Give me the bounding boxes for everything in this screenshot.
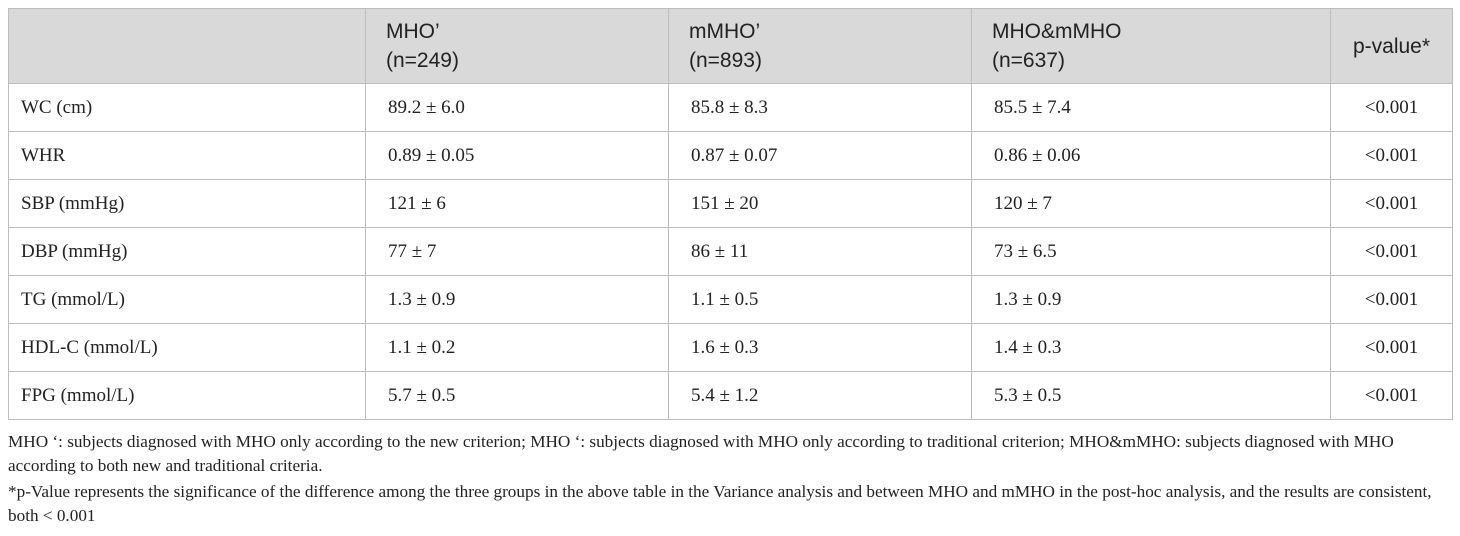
header-both-title: MHO&mMHO <box>992 20 1122 43</box>
header-cell-mmho: mMHO’ (n=893) <box>668 8 972 84</box>
header-row: MHO’ (n=249) mMHO’ (n=893) MHO&mMHO (n=6… <box>8 8 1453 84</box>
header-mmho-count: (n=893) <box>689 49 762 72</box>
table-row: WHR 0.89 ± 0.05 0.87 ± 0.07 0.86 ± 0.06 … <box>8 131 1453 180</box>
cell-both: 85.5 ± 7.4 <box>971 83 1331 132</box>
table-footnotes: MHO ‘: subjects diagnosed with MHO only … <box>8 430 1452 528</box>
row-label: WC (cm) <box>8 83 366 132</box>
row-label: WHR <box>8 131 366 180</box>
table-row: SBP (mmHg) 121 ± 6 151 ± 20 120 ± 7 <0.0… <box>8 179 1453 228</box>
header-cell-mho-and-mmho: MHO&mMHO (n=637) <box>971 8 1331 84</box>
cell-mmho: 1.6 ± 0.3 <box>668 323 972 372</box>
header-cell-p-value: p-value* <box>1330 8 1453 84</box>
cell-mho: 1.1 ± 0.2 <box>365 323 669 372</box>
cell-both: 1.4 ± 0.3 <box>971 323 1331 372</box>
header-mho-count: (n=249) <box>386 49 459 72</box>
data-table-container: MHO’ (n=249) mMHO’ (n=893) MHO&mMHO (n=6… <box>8 8 1453 420</box>
footnote-abbreviations: MHO ‘: subjects diagnosed with MHO only … <box>8 432 1394 475</box>
cell-p-value: <0.001 <box>1330 371 1453 420</box>
header-cell-mho: MHO’ (n=249) <box>365 8 669 84</box>
footnote-p-value: *p-Value represents the significance of … <box>8 482 1432 525</box>
row-label: SBP (mmHg) <box>8 179 366 228</box>
cell-mho: 89.2 ± 6.0 <box>365 83 669 132</box>
cell-both: 0.86 ± 0.06 <box>971 131 1331 180</box>
row-label: HDL-C (mmol/L) <box>8 323 366 372</box>
row-label: DBP (mmHg) <box>8 227 366 276</box>
cell-mmho: 85.8 ± 8.3 <box>668 83 972 132</box>
cell-both: 5.3 ± 0.5 <box>971 371 1331 420</box>
cell-mho: 0.89 ± 0.05 <box>365 131 669 180</box>
cell-both: 73 ± 6.5 <box>971 227 1331 276</box>
comparison-table: MHO’ (n=249) mMHO’ (n=893) MHO&mMHO (n=6… <box>8 8 1453 420</box>
cell-p-value: <0.001 <box>1330 83 1453 132</box>
header-mmho-title: mMHO’ <box>689 20 761 43</box>
cell-mmho: 86 ± 11 <box>668 227 972 276</box>
cell-mho: 5.7 ± 0.5 <box>365 371 669 420</box>
cell-mho: 121 ± 6 <box>365 179 669 228</box>
table-row: DBP (mmHg) 77 ± 7 86 ± 11 73 ± 6.5 <0.00… <box>8 227 1453 276</box>
cell-mho: 1.3 ± 0.9 <box>365 275 669 324</box>
cell-both: 1.3 ± 0.9 <box>971 275 1331 324</box>
cell-p-value: <0.001 <box>1330 227 1453 276</box>
header-both-count: (n=637) <box>992 49 1065 72</box>
header-mho-title: MHO’ <box>386 20 440 43</box>
cell-p-value: <0.001 <box>1330 131 1453 180</box>
row-label: FPG (mmol/L) <box>8 371 366 420</box>
cell-mmho: 1.1 ± 0.5 <box>668 275 972 324</box>
table-row: FPG (mmol/L) 5.7 ± 0.5 5.4 ± 1.2 5.3 ± 0… <box>8 371 1453 420</box>
cell-mmho: 151 ± 20 <box>668 179 972 228</box>
table-row: HDL-C (mmol/L) 1.1 ± 0.2 1.6 ± 0.3 1.4 ±… <box>8 323 1453 372</box>
table-row: TG (mmol/L) 1.3 ± 0.9 1.1 ± 0.5 1.3 ± 0.… <box>8 275 1453 324</box>
cell-mho: 77 ± 7 <box>365 227 669 276</box>
table-row: WC (cm) 89.2 ± 6.0 85.8 ± 8.3 85.5 ± 7.4… <box>8 83 1453 132</box>
cell-p-value: <0.001 <box>1330 275 1453 324</box>
cell-p-value: <0.001 <box>1330 179 1453 228</box>
header-cell-empty <box>8 8 366 84</box>
cell-p-value: <0.001 <box>1330 323 1453 372</box>
header-p-value-title: p-value* <box>1352 34 1431 58</box>
row-label: TG (mmol/L) <box>8 275 366 324</box>
cell-both: 120 ± 7 <box>971 179 1331 228</box>
cell-mmho: 5.4 ± 1.2 <box>668 371 972 420</box>
cell-mmho: 0.87 ± 0.07 <box>668 131 972 180</box>
